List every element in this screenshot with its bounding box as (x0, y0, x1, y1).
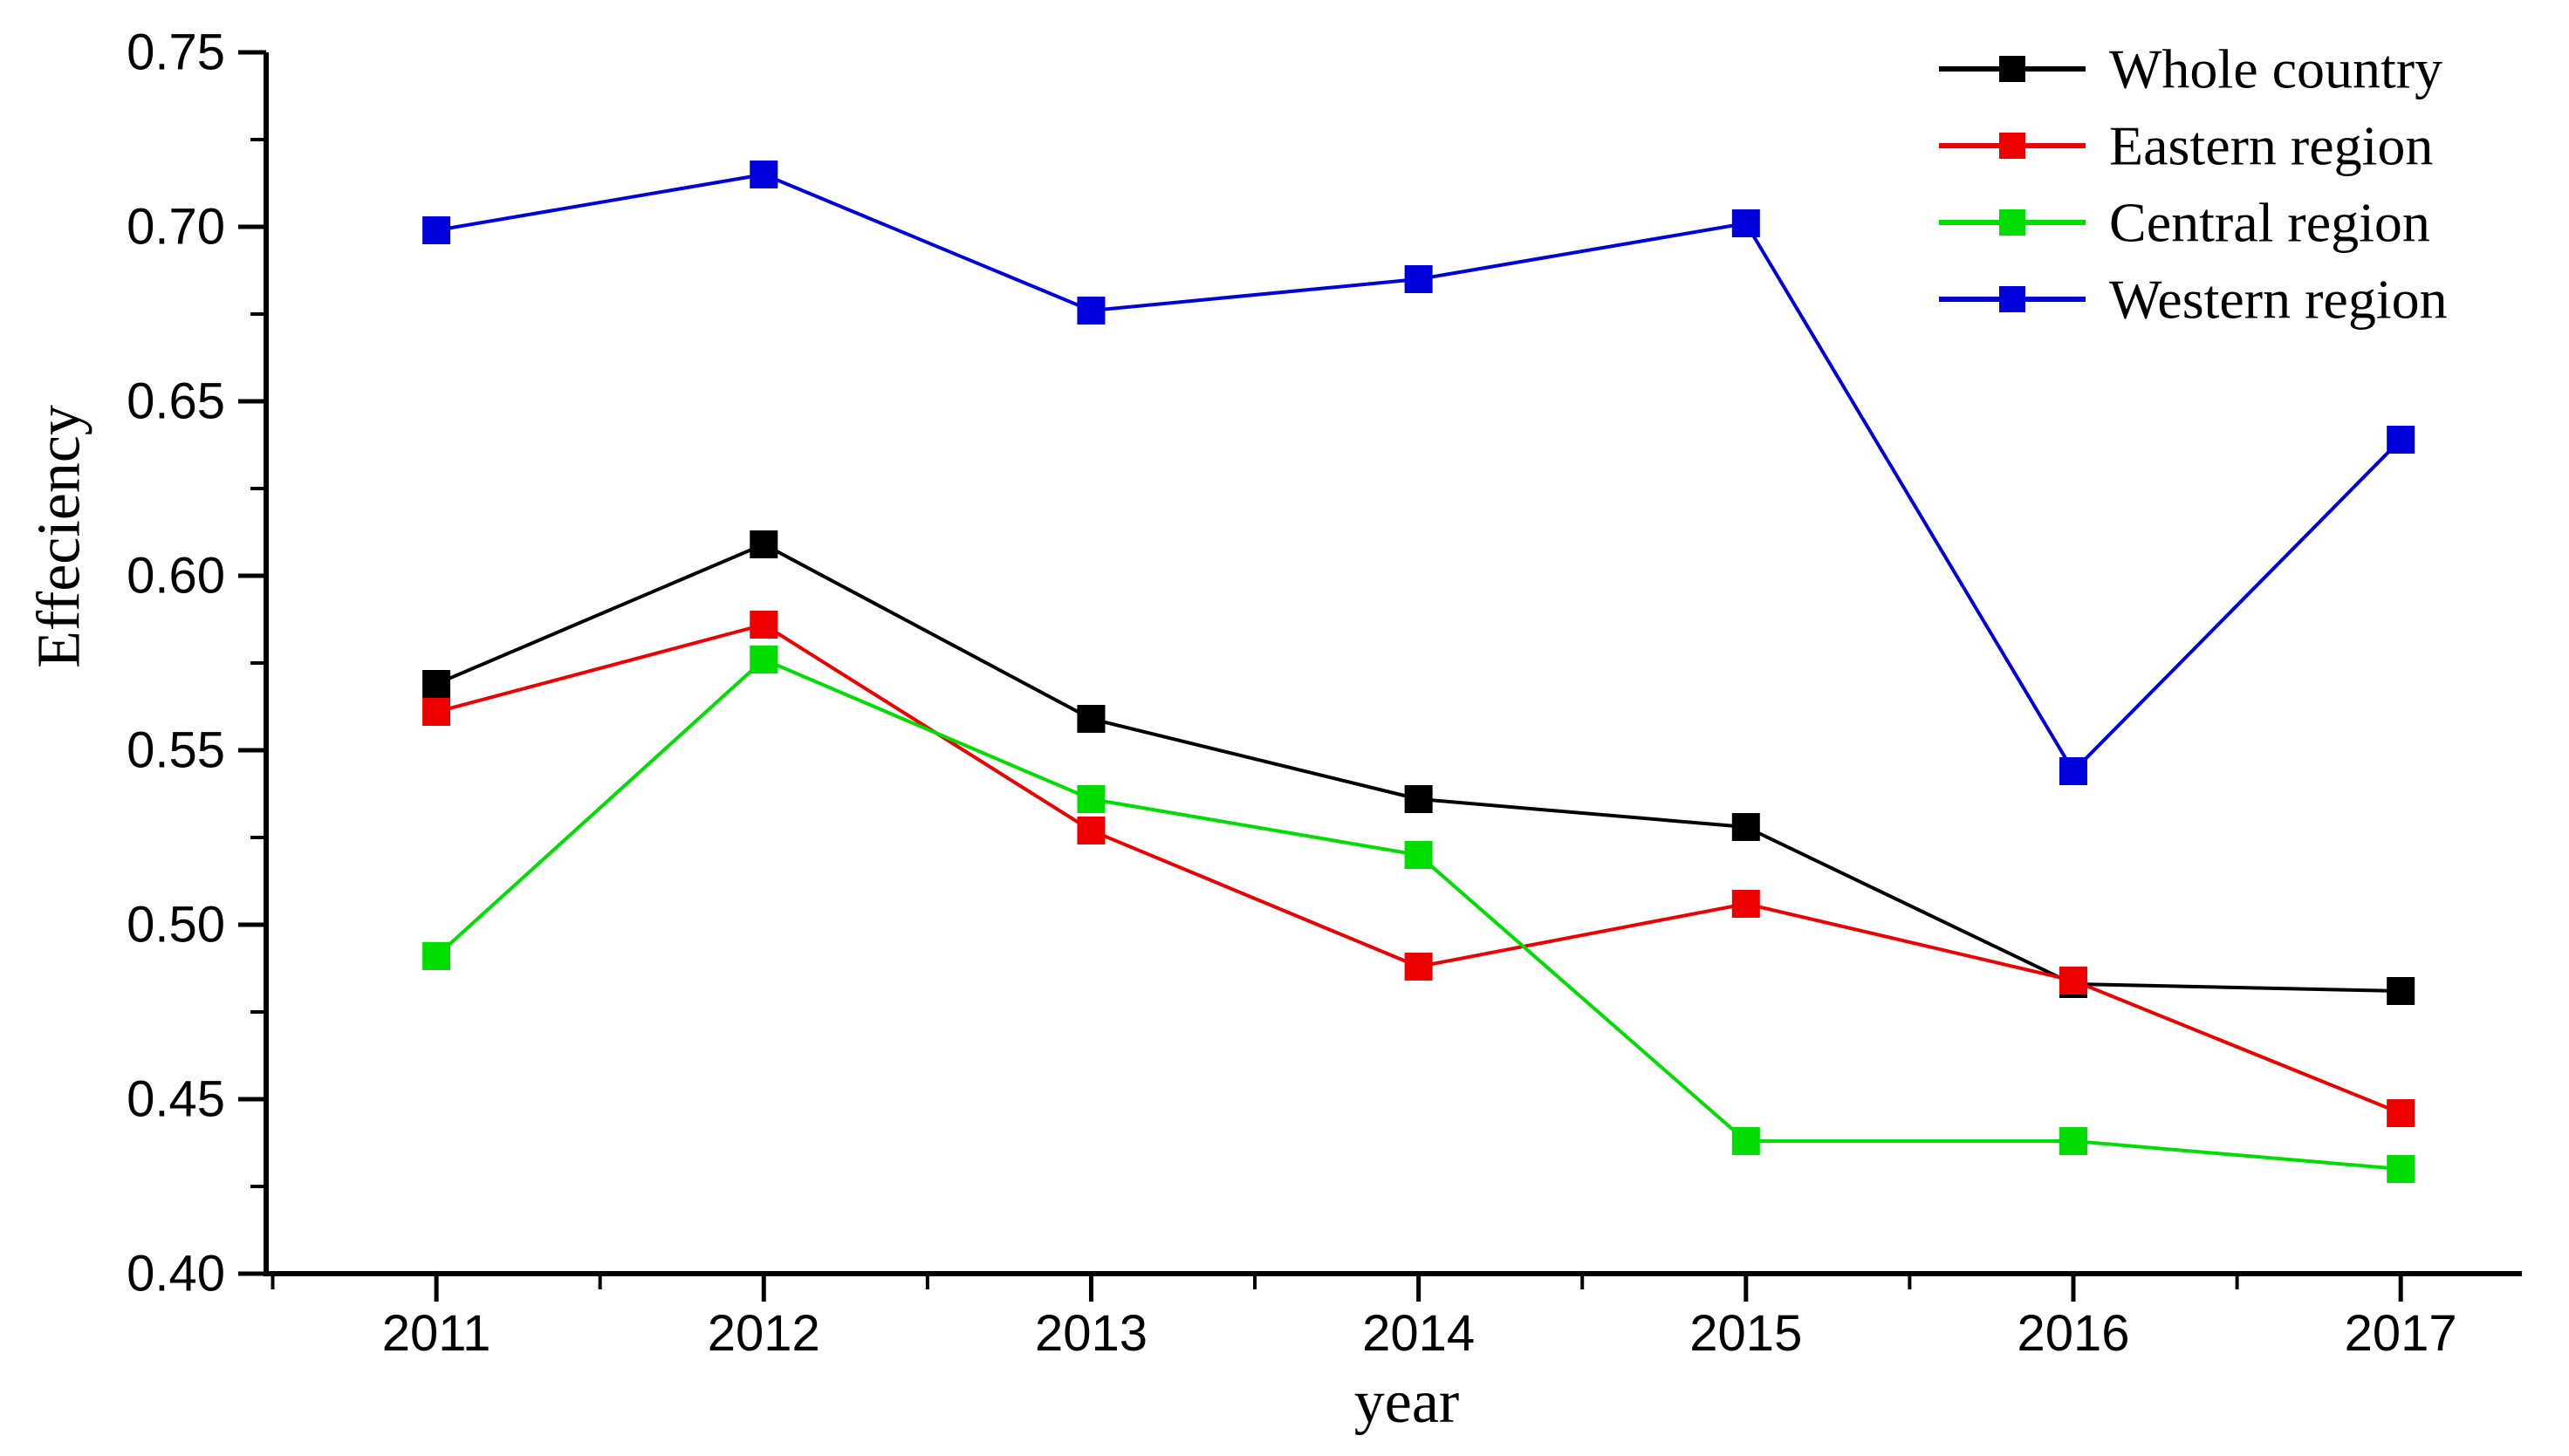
x-axis-title: year (1354, 1369, 1459, 1436)
data-series (422, 161, 2415, 1183)
data-point-eastern-region-2017 (2387, 1099, 2415, 1127)
x-tick-label-2015: 2015 (1689, 1305, 1802, 1362)
data-point-central-region-2011 (422, 942, 451, 970)
x-tick-label-2011: 2011 (382, 1305, 491, 1362)
data-point-eastern-region-2014 (1404, 953, 1433, 981)
data-point-whole-country-2013 (1077, 705, 1106, 733)
series-line-western-region (435, 172, 2402, 775)
legend-label-whole-country: Whole country (2109, 38, 2442, 100)
y-tick-label-0.50: 0.50 (127, 897, 225, 954)
data-point-central-region-2012 (750, 646, 778, 673)
axis-labels: 0.40 0.45 0.50 0.55 0.60 0.65 0.70 0.75 2011 2012… (26, 24, 2457, 1437)
legend-marker-western-region (1999, 286, 2025, 312)
data-point-whole-country-2012 (750, 530, 778, 558)
data-point-eastern-region-2015 (1731, 890, 1760, 918)
data-point-central-region-2013 (1077, 785, 1106, 813)
data-point-western-region-2015 (1731, 209, 1760, 237)
x-tick-label-2016: 2016 (2017, 1305, 2129, 1362)
y-tick-label-0.45: 0.45 (127, 1071, 225, 1128)
data-point-western-region-2014 (1404, 265, 1433, 293)
legend-marker-whole-country (1999, 56, 2025, 82)
data-point-central-region-2017 (2387, 1155, 2415, 1183)
data-point-whole-country-2015 (1731, 813, 1760, 841)
legend-item-whole-country: Whole country (1939, 38, 2442, 100)
data-point-western-region-2017 (2387, 426, 2415, 454)
legend-label-western-region: Western region (2109, 269, 2448, 331)
data-point-whole-country-2017 (2387, 977, 2415, 1005)
data-point-whole-country-2011 (422, 670, 451, 698)
data-point-eastern-region-2013 (1077, 817, 1106, 844)
data-point-eastern-region-2016 (2059, 967, 2088, 995)
legend-label-central-region: Central region (2109, 192, 2430, 254)
y-tick-label-0.70: 0.70 (127, 199, 225, 256)
x-tick-label-2013: 2013 (1035, 1305, 1147, 1362)
legend-item-central-region: Central region (1939, 192, 2430, 254)
y-tick-label-0.55: 0.55 (127, 722, 225, 779)
legend: Whole country Eastern region Central regio… (1939, 38, 2448, 331)
data-point-western-region-2012 (750, 161, 778, 188)
data-point-western-region-2013 (1077, 297, 1106, 325)
legend-label-eastern-region: Eastern region (2109, 115, 2433, 177)
data-point-western-region-2011 (422, 216, 451, 244)
data-point-central-region-2014 (1404, 841, 1433, 869)
y-tick-label-0.75: 0.75 (127, 24, 225, 81)
data-point-eastern-region-2011 (422, 698, 451, 726)
legend-marker-eastern-region (1999, 133, 2025, 159)
x-tick-label-2014: 2014 (1362, 1305, 1475, 1362)
data-point-western-region-2016 (2059, 757, 2088, 785)
data-point-eastern-region-2012 (750, 611, 778, 639)
data-point-whole-country-2014 (1404, 785, 1433, 813)
legend-item-eastern-region: Eastern region (1939, 115, 2433, 177)
y-axis-title: Effeciency (26, 405, 93, 668)
legend-marker-central-region (1999, 209, 2025, 236)
series-line-whole-country (435, 542, 2401, 993)
y-tick-label-0.40: 0.40 (127, 1246, 225, 1302)
axis-ticks (238, 50, 2403, 1302)
y-tick-label-0.65: 0.65 (127, 373, 225, 430)
x-tick-label-2017: 2017 (2345, 1305, 2457, 1362)
y-tick-label-0.60: 0.60 (127, 548, 225, 605)
data-point-central-region-2016 (2059, 1127, 2088, 1155)
legend-item-western-region: Western region (1939, 269, 2448, 331)
data-point-central-region-2015 (1731, 1127, 1760, 1155)
x-tick-label-2012: 2012 (708, 1305, 820, 1362)
